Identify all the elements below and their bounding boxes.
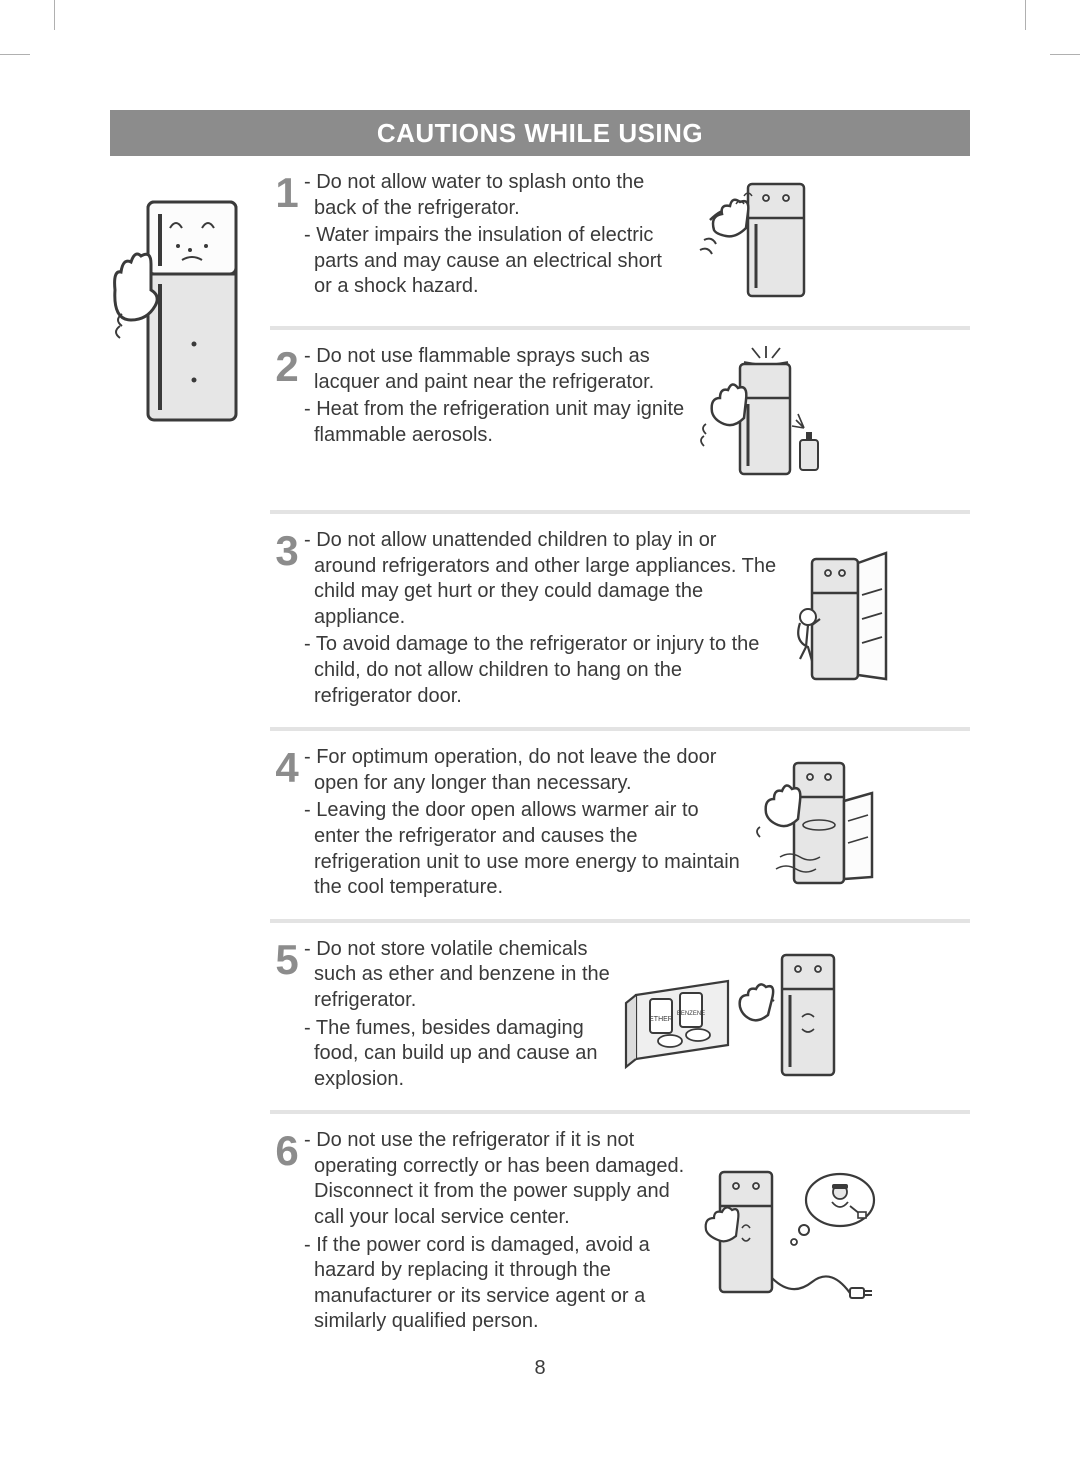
item-line: - Leaving the door open allows warmer ai…: [304, 798, 744, 900]
item-line: - Do not allow water to splash onto the …: [304, 170, 684, 221]
item-line: - Do not use the refrigerator if it is n…: [304, 1128, 694, 1230]
item-text: - For optimum operation, do not leave th…: [304, 745, 750, 903]
section-title-bar: CAUTIONS WHILE USING: [110, 110, 970, 156]
caution-item: 5 - Do not store volatile chemicals such…: [270, 923, 970, 1115]
fridge-chemicals-icon: ETHER BENZENE: [620, 941, 850, 1091]
caution-item: 3 - Do not allow unattended children to …: [270, 514, 970, 731]
item-line: - If the power cord is damaged, avoid a …: [304, 1233, 694, 1335]
caution-list: 1 - Do not allow water to splash onto th…: [270, 156, 970, 1353]
item-line: - Heat from the refrigeration unit may i…: [304, 397, 694, 448]
item-number: 2: [270, 346, 304, 388]
fridge-spray-icon: [700, 344, 830, 494]
caution-item: 1 - Do not allow water to splash onto th…: [270, 156, 970, 330]
item-line: - Water impairs the insulation of electr…: [304, 223, 684, 300]
item-number: 6: [270, 1130, 304, 1172]
svg-text:BENZENE: BENZENE: [677, 1011, 705, 1017]
item-number: 3: [270, 530, 304, 572]
item-text: - Do not allow unattended children to pl…: [304, 528, 790, 711]
caution-item: 4 - For optimum operation, do not leave …: [270, 731, 970, 923]
item-text: - Do not store volatile chemicals such a…: [304, 937, 620, 1095]
page: CAUTIONS WHILE USING: [110, 110, 970, 1380]
section-title: CAUTIONS WHILE USING: [377, 118, 703, 149]
item-number: 4: [270, 747, 304, 789]
item-line: - Do not allow unattended children to pl…: [304, 528, 784, 630]
sad-fridge-stop-icon: [110, 184, 255, 449]
item-text: - Do not allow water to splash onto the …: [304, 170, 690, 302]
item-line: - To avoid damage to the refrigerator or…: [304, 632, 784, 709]
caution-item: 2 - Do not use flammable sprays such as …: [270, 330, 970, 514]
fridge-door-open-icon: [750, 749, 880, 899]
page-number: 8: [110, 1357, 970, 1380]
svg-text:ETHER: ETHER: [649, 1016, 673, 1023]
item-number: 1: [270, 172, 304, 214]
content-area: 1 - Do not allow water to splash onto th…: [110, 156, 970, 1353]
caution-item: 6 - Do not use the refrigerator if it is…: [270, 1114, 970, 1353]
fridge-service-icon: [700, 1158, 890, 1308]
fridge-child-icon: [790, 545, 900, 695]
item-number: 5: [270, 939, 304, 981]
item-line: - For optimum operation, do not leave th…: [304, 745, 744, 796]
item-line: - Do not use flammable sprays such as la…: [304, 344, 694, 395]
fridge-water-icon: [690, 170, 820, 310]
item-line: - Do not store volatile chemicals such a…: [304, 937, 614, 1014]
item-text: - Do not use flammable sprays such as la…: [304, 344, 700, 450]
item-line: - The fumes, besides damaging food, can …: [304, 1016, 614, 1093]
item-text: - Do not use the refrigerator if it is n…: [304, 1128, 700, 1337]
